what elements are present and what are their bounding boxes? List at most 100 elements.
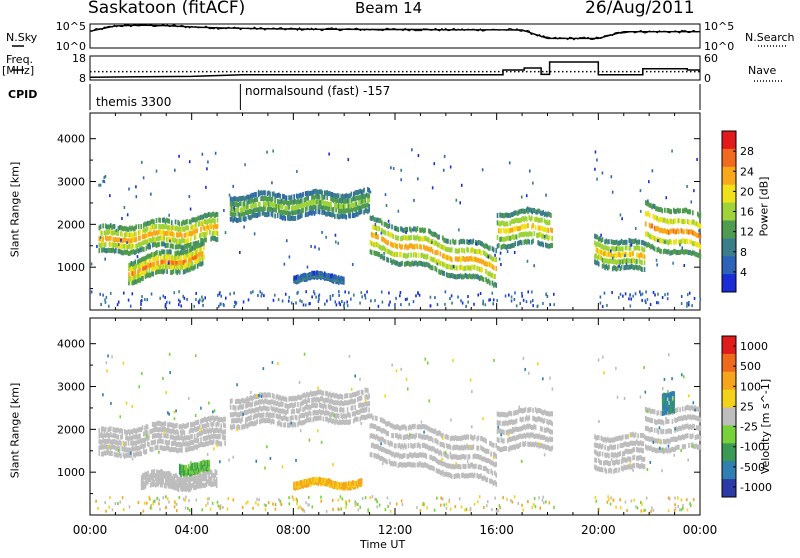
power-cell [378, 226, 380, 231]
velocity-cell [343, 408, 345, 413]
velocity-cell [157, 445, 159, 450]
power-cell [417, 226, 419, 231]
power-scatter-point [537, 305, 539, 308]
velocity-cell [98, 451, 100, 456]
velocity-cell [208, 423, 210, 428]
power-cell [675, 239, 677, 244]
velocity-cell [663, 429, 665, 434]
power-scatter-point [656, 259, 658, 262]
power-cell [415, 253, 417, 258]
power-ytick-label: 1000 [57, 261, 85, 274]
power-scatter-point [303, 303, 305, 306]
velocity-cell [503, 438, 505, 443]
power-scatter-point [532, 299, 534, 302]
power-cell [483, 277, 485, 282]
x-tick-label: 20:00 [581, 523, 616, 537]
power-scatter-point [291, 301, 293, 304]
power-scatter-point [431, 241, 433, 244]
power-scatter-point [691, 304, 693, 307]
velocity-cell [551, 437, 553, 442]
velocity-cell [128, 441, 130, 446]
velocity-cell [688, 443, 690, 448]
power-scatter-point [350, 298, 352, 301]
power-cell [507, 222, 509, 227]
power-scatter-point [198, 301, 200, 304]
velocity-cell [224, 441, 226, 446]
power-cell [175, 219, 177, 224]
power-cell [115, 248, 117, 253]
velocity-cell [213, 421, 215, 426]
velocity-cell [224, 435, 226, 440]
power-scatter-point [683, 264, 685, 267]
power-cell [389, 223, 391, 228]
power-scatter-point [658, 301, 660, 304]
power-cell [654, 246, 656, 251]
power-cell [548, 228, 550, 233]
velocity-cell [154, 439, 156, 444]
velocity-cell [287, 409, 289, 414]
power-scatter-point [500, 252, 502, 255]
power-cell [391, 224, 393, 229]
power-scatter-point [102, 294, 104, 297]
power-scatter-point [443, 169, 445, 172]
power-cell [195, 223, 197, 228]
power-cell [114, 224, 116, 229]
velocity-cell [602, 451, 604, 456]
velocity-ytick-label: 3000 [57, 381, 85, 394]
power-scatter-point [321, 231, 323, 234]
velocity-cell [644, 464, 646, 469]
power-scatter-point [311, 295, 313, 298]
velocity-cell [282, 402, 284, 407]
velocity-cell [660, 439, 662, 444]
velocity-cell [118, 435, 120, 440]
power-scatter-point [400, 303, 402, 306]
power-scatter-point [293, 197, 295, 200]
power-scatter-point [417, 292, 419, 295]
power-scatter-point [388, 220, 390, 223]
power-scatter-point [412, 228, 414, 231]
power-cell [102, 223, 104, 228]
power-cell [598, 262, 600, 267]
power-scatter-point [492, 302, 494, 305]
power-scatter-point [204, 296, 206, 299]
power-cell [200, 227, 202, 232]
power-scatter-point [105, 175, 107, 178]
power-scatter-point [250, 291, 252, 294]
velocity-cell [220, 441, 222, 446]
power-cell [443, 271, 445, 276]
power-scatter-point [335, 234, 337, 237]
power-scatter-point [496, 299, 498, 302]
power-scatter-point [451, 294, 453, 297]
power-scatter-point [307, 266, 309, 269]
power-scatter-point [688, 301, 690, 304]
velocity-ytick-label: 2000 [57, 423, 85, 436]
velocity-cell [105, 427, 107, 432]
velocity-cell [595, 458, 597, 463]
velocity-cell [395, 462, 397, 467]
power-cell [187, 238, 189, 243]
power-scatter-point [386, 204, 388, 207]
power-cell [541, 217, 543, 222]
power-scatter-point [618, 265, 620, 268]
power-cell [451, 257, 453, 262]
velocity-cell [672, 419, 674, 424]
power-scatter-point [405, 298, 407, 301]
velocity-cell [488, 469, 490, 474]
power-colorbar-tick-label: 28 [740, 145, 754, 158]
power-scatter-point [127, 213, 129, 216]
power-cell [240, 217, 242, 222]
power-scatter-point [229, 194, 231, 197]
velocity-cell [654, 409, 656, 414]
velocity-cell [269, 393, 271, 398]
power-cell [237, 207, 239, 212]
power-scatter-point [620, 213, 622, 216]
power-scatter-point [173, 291, 175, 294]
velocity-cell [167, 433, 169, 438]
power-scatter-point [400, 291, 402, 294]
power-scatter-point [457, 296, 459, 299]
power-scatter-point [248, 298, 250, 301]
velocity-cell [498, 438, 500, 443]
power-scatter-point [628, 297, 630, 300]
velocity-cell [465, 464, 467, 469]
power-scatter-point [393, 167, 395, 170]
